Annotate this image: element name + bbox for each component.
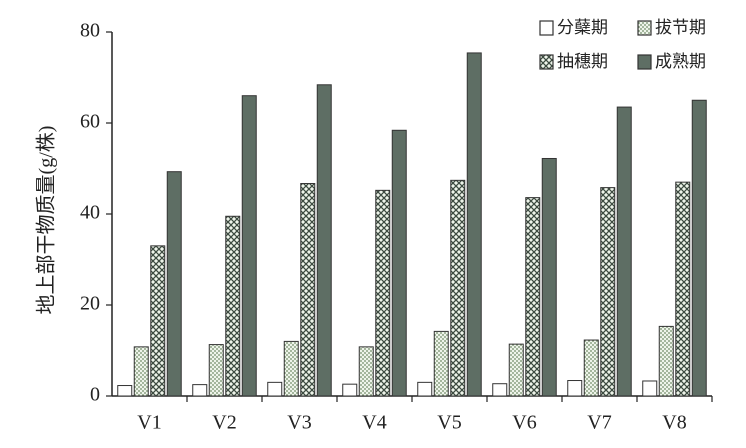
- bar: [508, 343, 524, 397]
- legend-swatch: [637, 20, 652, 36]
- bar: [150, 245, 166, 397]
- bar: [225, 215, 241, 397]
- bar: [658, 325, 674, 397]
- legend-swatch: [637, 54, 652, 70]
- bar: [117, 385, 133, 397]
- legend-label: 分蘖期: [557, 18, 608, 37]
- bar: [433, 330, 449, 397]
- bar: [525, 197, 541, 397]
- x-tick-label: V1: [137, 412, 161, 434]
- bar: [691, 99, 707, 397]
- bar: [541, 157, 557, 397]
- x-tick-label: V8: [662, 412, 686, 434]
- y-tick-label: 20: [80, 293, 100, 315]
- bar: [642, 380, 658, 397]
- bar: [492, 383, 508, 397]
- y-tick-label: 40: [80, 202, 100, 224]
- bar: [166, 171, 182, 397]
- bar: [267, 381, 283, 397]
- bar: [358, 346, 374, 397]
- y-axis-label: 地上部干物质量(g/株): [35, 126, 58, 315]
- bar: [316, 84, 332, 397]
- x-tick-label: V6: [512, 412, 536, 434]
- x-tick-label: V4: [362, 412, 386, 434]
- bar: [450, 179, 466, 397]
- bar: [466, 52, 482, 397]
- x-tick-label: V5: [437, 412, 461, 434]
- bar: [192, 384, 208, 397]
- bar: [583, 339, 599, 397]
- y-tick-label: 80: [80, 20, 100, 42]
- bar: [600, 187, 616, 397]
- bar: [675, 181, 691, 397]
- y-tick-label: 0: [90, 384, 100, 406]
- bar: [342, 383, 358, 397]
- bar: [391, 129, 407, 397]
- bar: [567, 380, 583, 397]
- legend-label: 抽穗期: [557, 52, 608, 71]
- bar: [417, 381, 433, 397]
- bar: [283, 340, 299, 397]
- x-tick-label: V2: [212, 412, 236, 434]
- legend-swatch: [539, 54, 554, 70]
- legend-label: 成熟期: [655, 51, 706, 71]
- x-tick-label: V7: [587, 412, 611, 434]
- bar: [375, 189, 391, 397]
- bar: [208, 344, 224, 397]
- y-tick-label: 60: [80, 111, 100, 133]
- legend-swatch: [539, 20, 554, 36]
- bar: [300, 183, 316, 397]
- x-tick-label: V3: [287, 412, 311, 434]
- legend-label: 拔节期: [655, 18, 706, 37]
- bar: [133, 346, 149, 397]
- bar: [616, 106, 632, 397]
- bar: [241, 95, 257, 397]
